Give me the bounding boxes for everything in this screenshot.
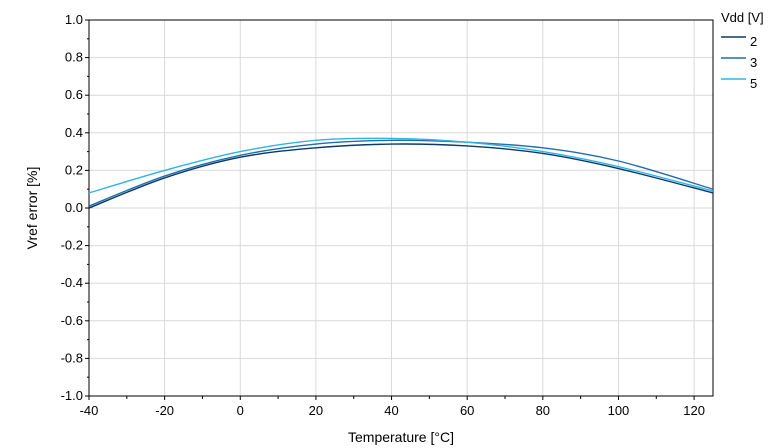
x-tick-label: 120 (683, 403, 705, 418)
y-tick-label: 0.6 (65, 87, 83, 102)
y-tick-label: -0.6 (61, 313, 83, 328)
ticks: -40 -20 0 20 40 60 80 100 120 -1.0 -0.8 -0.6 -0.4 -0.… (61, 12, 705, 418)
grid (88, 19, 713, 397)
y-tick-label: 0.0 (65, 200, 83, 215)
legend: Vdd [V] 2 3 5 (721, 10, 764, 91)
x-tick-label: 60 (460, 403, 474, 418)
y-tick-label: -0.8 (61, 350, 83, 365)
y-tick-label: 0.8 (65, 50, 83, 65)
x-tick-label: -40 (80, 403, 99, 418)
x-tick-label: 20 (309, 403, 323, 418)
legend-label-2: 2 (750, 34, 757, 49)
x-tick-label: -20 (155, 403, 174, 418)
legend-label-5: 5 (750, 76, 757, 91)
x-tick-label: 100 (608, 403, 630, 418)
series-line-5 (88, 137, 714, 194)
series-lines (88, 137, 714, 209)
x-tick-label: 40 (384, 403, 398, 418)
y-tick-label: -1.0 (61, 388, 83, 403)
legend-label-3: 3 (750, 55, 757, 70)
y-tick-label: -0.2 (61, 238, 83, 253)
series-line-2 (88, 143, 714, 209)
y-axis-label: Vref error [%] (24, 167, 40, 250)
legend-title: Vdd [V] (721, 10, 764, 25)
y-tick-label: 0.4 (65, 125, 83, 140)
series-line-3 (88, 139, 714, 207)
y-tick-label: 1.0 (65, 12, 83, 27)
x-tick-label: 0 (237, 403, 244, 418)
y-tick-label: -0.4 (61, 275, 83, 290)
x-tick-label: 80 (536, 403, 550, 418)
y-tick-label: 0.2 (65, 162, 83, 177)
x-axis-label: Temperature [°C] (348, 429, 454, 445)
